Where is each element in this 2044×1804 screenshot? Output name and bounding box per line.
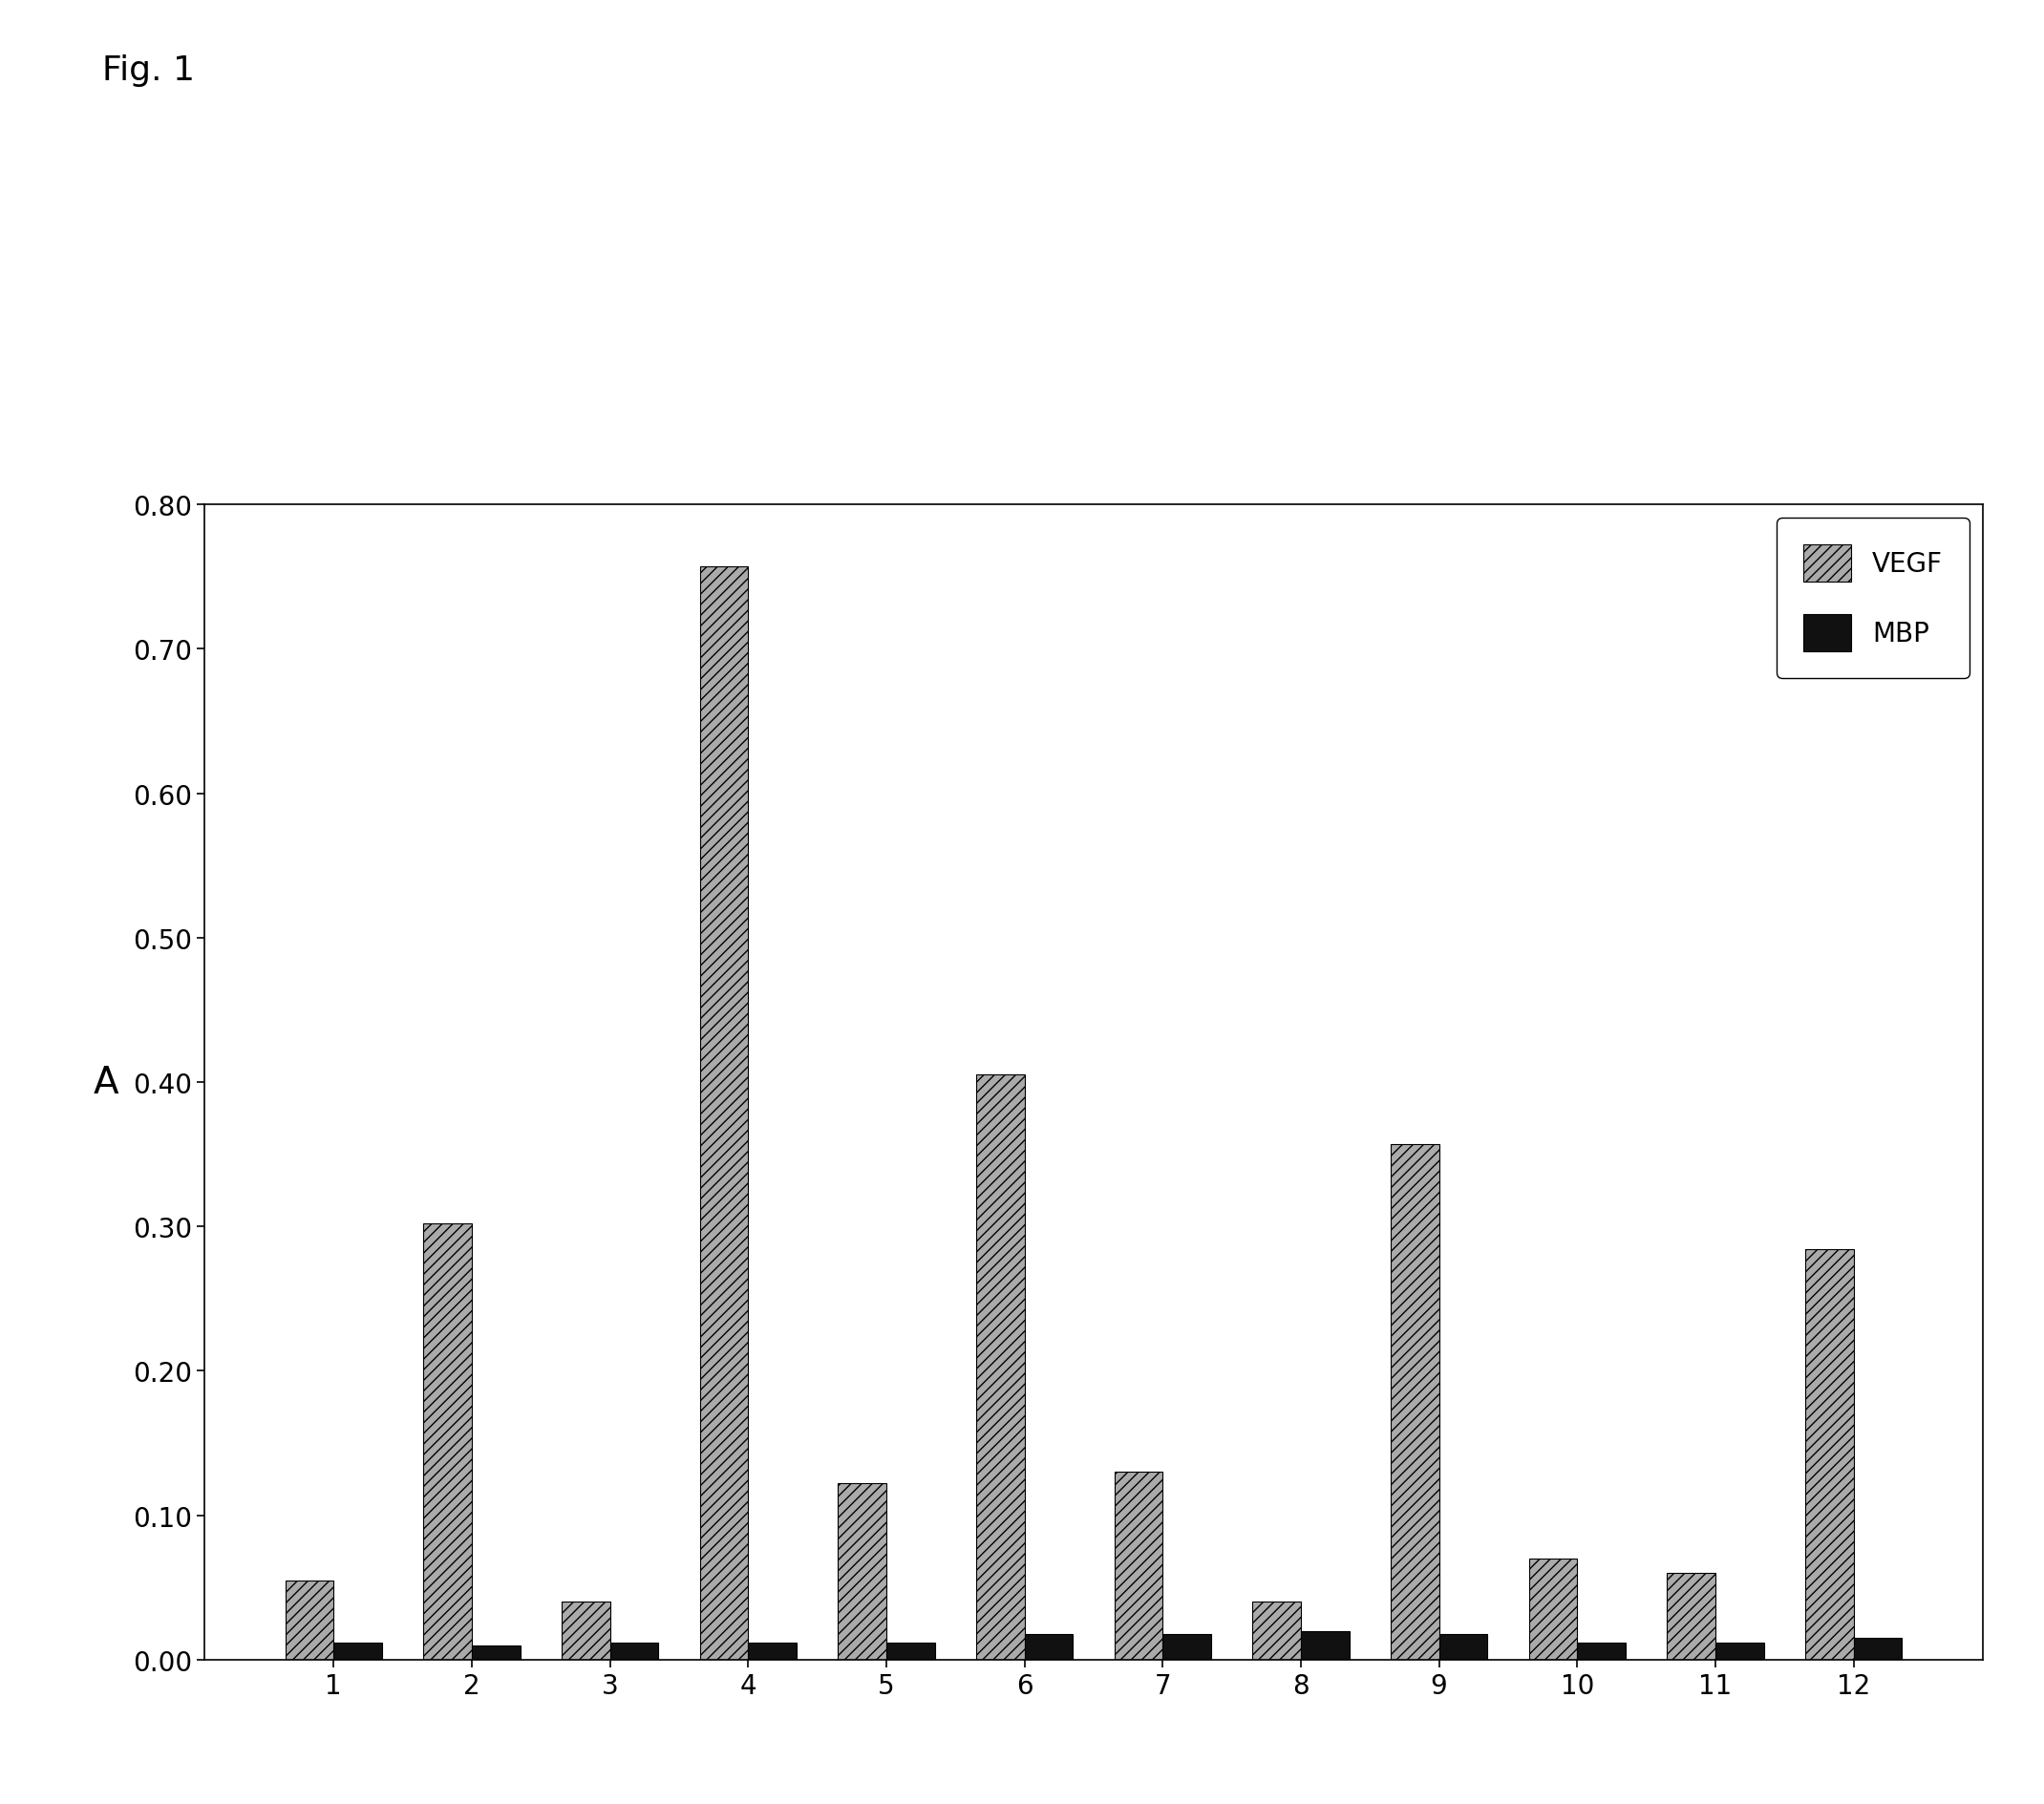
Bar: [1114, 1472, 1163, 1660]
Bar: [1668, 1573, 1715, 1660]
Bar: [562, 1602, 609, 1660]
Y-axis label: A: A: [94, 1064, 119, 1100]
Bar: [1390, 1144, 1439, 1660]
Bar: [748, 1642, 797, 1660]
Bar: [423, 1223, 472, 1660]
Bar: [1163, 1634, 1210, 1660]
Bar: [1024, 1634, 1073, 1660]
Bar: [286, 1580, 333, 1660]
Bar: [1253, 1602, 1300, 1660]
Bar: [1854, 1638, 1901, 1660]
Bar: [887, 1642, 934, 1660]
Bar: [472, 1645, 519, 1660]
Bar: [1439, 1634, 1488, 1660]
Legend: VEGF, MBP: VEGF, MBP: [1776, 518, 1970, 678]
Bar: [1300, 1631, 1349, 1660]
Bar: [1578, 1642, 1625, 1660]
Bar: [1529, 1559, 1578, 1660]
Bar: [1805, 1250, 1854, 1660]
Text: Fig. 1: Fig. 1: [102, 54, 194, 87]
Bar: [699, 566, 748, 1660]
Bar: [838, 1483, 887, 1660]
Bar: [609, 1642, 658, 1660]
Bar: [1715, 1642, 1764, 1660]
Bar: [977, 1075, 1024, 1660]
Bar: [333, 1642, 382, 1660]
